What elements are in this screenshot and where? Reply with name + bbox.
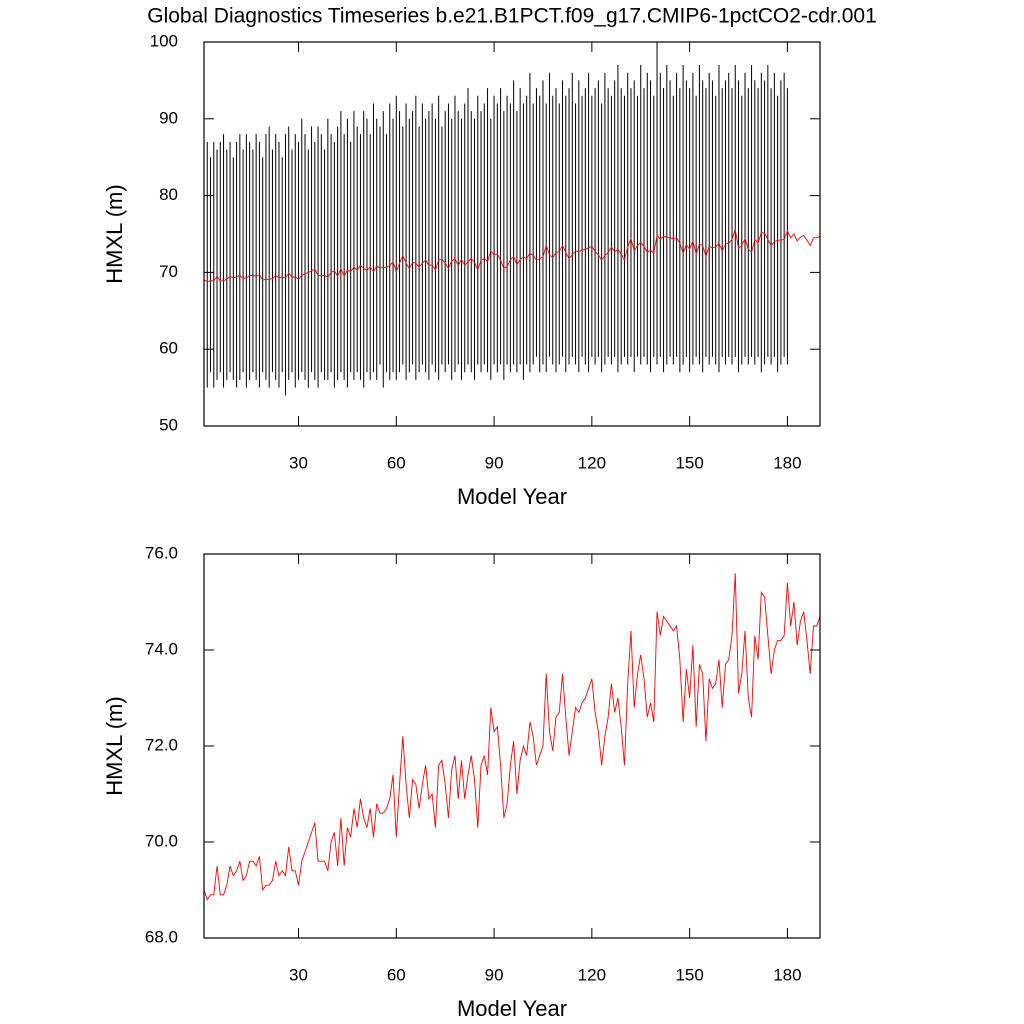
chart-title: Global Diagnostics Timeseries b.e21.B1PC… [147, 5, 877, 28]
x-tick-label: 30 [289, 965, 308, 984]
x-tick-label: 30 [289, 453, 308, 472]
x-tick-label: 180 [773, 453, 801, 472]
y-tick-label: 70.0 [145, 831, 178, 850]
x-tick-label: 120 [578, 965, 606, 984]
y-tick-label: 60 [159, 339, 178, 358]
x-tick-label: 90 [485, 965, 504, 984]
x-tick-label: 60 [387, 453, 406, 472]
x-tick-label: 90 [485, 453, 504, 472]
data-line [203, 229, 821, 283]
x-axis-label: Model Year [457, 484, 567, 509]
y-tick-label: 68.0 [145, 927, 178, 946]
y-tick-label: 72.0 [145, 735, 178, 754]
y-tick-label: 80 [159, 185, 178, 204]
plot-frame [203, 41, 821, 427]
y-tick-label: 76.0 [145, 543, 178, 562]
x-tick-label: 120 [578, 453, 606, 472]
y-tick-label: 100 [150, 31, 178, 50]
data-line [203, 573, 821, 901]
y-tick-label: 70 [159, 262, 178, 281]
x-tick-label: 180 [773, 965, 801, 984]
y-tick-label: 74.0 [145, 639, 178, 658]
x-axis-label: Model Year [457, 996, 567, 1021]
y-axis-label: HMXL (m) [102, 696, 127, 795]
y-tick-label: 50 [159, 415, 178, 434]
y-tick-label: 90 [159, 108, 178, 127]
plot-frame [203, 553, 821, 939]
x-tick-label: 150 [675, 453, 703, 472]
y-axis-label: HMXL (m) [102, 184, 127, 283]
x-tick-label: 60 [387, 965, 406, 984]
x-tick-label: 150 [675, 965, 703, 984]
